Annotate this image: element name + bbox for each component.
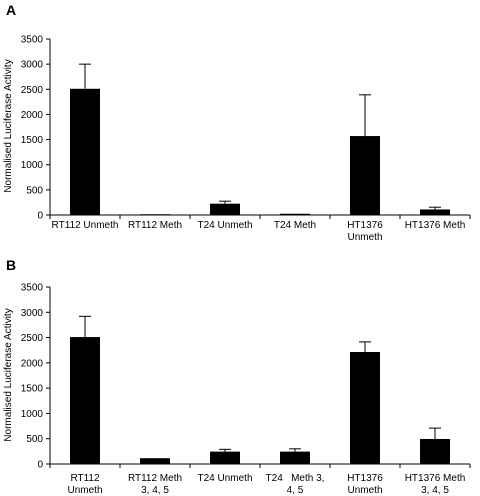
y-tick-label: 2000	[21, 358, 44, 369]
bar	[280, 451, 310, 464]
category-label: T24 Unmeth	[197, 220, 252, 231]
category-label-line: Unmeth	[347, 232, 382, 243]
category-label-line: T24 Unmeth	[197, 473, 252, 484]
category-label-line: T24 Unmeth	[197, 220, 252, 231]
category-label: HT1376 Meth	[405, 220, 466, 231]
category-label-line: HT1376	[347, 473, 383, 484]
category-label-line: 3, 4, 5	[141, 485, 169, 496]
category-label-line: 3, 4, 5	[421, 485, 449, 496]
panel-b-label: B	[6, 257, 16, 273]
y-tick-label: 2500	[21, 333, 44, 344]
bar	[350, 351, 380, 464]
y-tick-label: 0	[37, 460, 43, 471]
bar	[70, 337, 100, 464]
category-label-line: T24 Meth 3,	[266, 473, 325, 484]
y-tick-label: 1000	[21, 160, 44, 171]
panel-b: B Normalised Luciferase Activity 0 500 100…	[3, 257, 471, 496]
y-tick-label: 3000	[21, 308, 44, 319]
category-label-line: Unmeth	[347, 485, 382, 496]
category-label-line: T24 Meth	[274, 220, 316, 231]
bar	[140, 458, 170, 464]
category-label-line: Unmeth	[67, 485, 102, 496]
panel-a-label: A	[6, 2, 16, 18]
bar	[420, 209, 450, 215]
category-label: T24 Meth 3, 4, 5	[266, 473, 325, 496]
category-label-line: HT1376	[347, 220, 383, 231]
y-tick-label: 1000	[21, 409, 44, 420]
category-label: RT112 Meth 3, 4, 5	[128, 473, 182, 496]
bar	[420, 438, 450, 464]
category-label-line: RT112 Unmeth	[52, 220, 119, 231]
y-axis-label: Normalised Luciferase Activity	[3, 59, 14, 192]
y-tick-label: 1500	[21, 135, 44, 146]
category-label-line: RT112	[70, 473, 100, 484]
y-tick-label: 2000	[21, 110, 44, 121]
y-axis-label: Normalised Luciferase Activity	[3, 308, 14, 441]
y-tick-label: 2500	[21, 85, 44, 96]
category-label: T24 Unmeth	[197, 473, 252, 484]
category-label-line: RT112 Meth	[128, 220, 182, 231]
y-tick-label: 1500	[21, 384, 44, 395]
category-label-line: RT112 Meth	[128, 473, 182, 484]
panel-a: A Normalised Luciferase Activity 0 500 100…	[3, 2, 471, 243]
category-label-line: HT1376 Meth	[405, 473, 466, 484]
y-tick-label: 3500	[21, 283, 44, 294]
category-label: RT112 Meth	[128, 220, 182, 231]
category-label: T24 Meth	[274, 220, 316, 231]
y-tick-label: 500	[26, 185, 43, 196]
bar	[350, 136, 380, 215]
bar	[210, 451, 240, 464]
plot-area: 0 500 1000 1500 2000 2500 3000 3500 RT112 Unmeth…	[21, 35, 471, 243]
category-label: HT1376 Unmeth	[347, 473, 383, 496]
y-tick-label: 0	[37, 211, 43, 222]
bar	[280, 213, 310, 215]
category-label-line: HT1376 Meth	[405, 220, 466, 231]
category-label: RT112 Unmeth	[52, 220, 119, 231]
category-label-line: 4, 5	[287, 485, 304, 496]
y-tick-label: 3500	[21, 35, 44, 46]
y-tick-label: 3000	[21, 60, 44, 71]
category-label: RT112 Unmeth	[67, 473, 102, 496]
bar	[70, 88, 100, 215]
category-label: HT1376 Unmeth	[347, 220, 383, 243]
bar	[140, 214, 170, 216]
category-label: HT1376 Meth 3, 4, 5	[405, 473, 466, 496]
bar	[210, 203, 240, 215]
y-tick-label: 500	[26, 434, 43, 445]
